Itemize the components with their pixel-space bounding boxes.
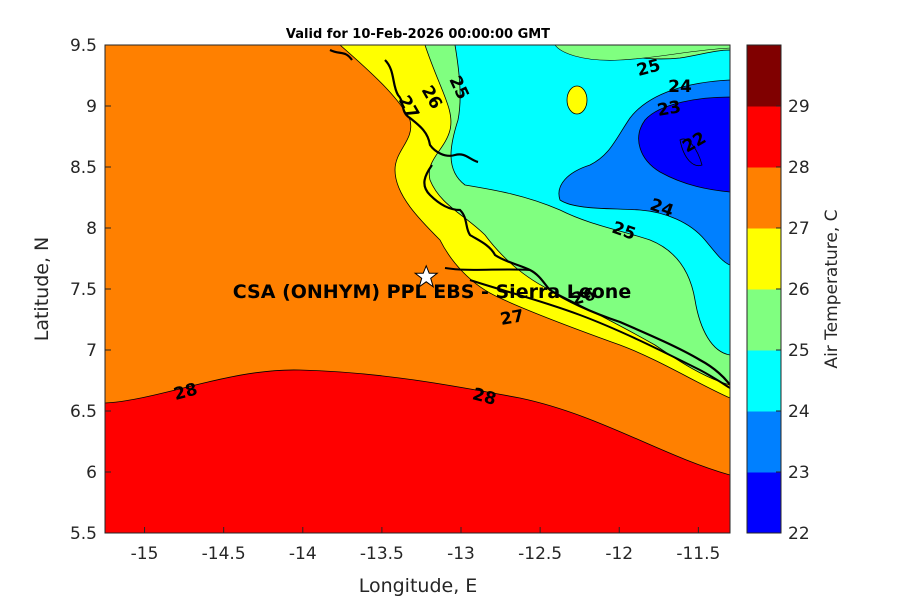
colorbar-swatch <box>747 289 781 351</box>
colorbar-swatch <box>747 228 781 290</box>
x-axis-label: Longitude, E <box>359 575 478 597</box>
y-axis: 5.5 6 6.5 7 7.5 8 8.5 9 9.5 <box>70 36 111 544</box>
y-tick-label: 9 <box>86 97 97 117</box>
band-22-23 <box>638 96 730 193</box>
colorbar-swatch <box>747 45 781 107</box>
colorbar-tick-label: 27 <box>788 219 810 239</box>
colorbar: 22 23 24 25 26 27 28 29 <box>746 44 810 544</box>
colorbar-label: Air Temperature, C <box>822 209 842 368</box>
y-tick-label: 7 <box>86 341 97 361</box>
colorbar-tick-label: 23 <box>788 463 810 483</box>
y-tick-label: 8 <box>86 219 97 239</box>
colorbar-swatch <box>747 411 781 473</box>
contour-label: 27 <box>499 306 526 330</box>
x-tick-label: -12 <box>605 544 633 564</box>
x-axis: -15 -14.5 -14 -13.5 -13 -12.5 -12 -11.5 <box>131 527 720 564</box>
colorbar-tick-label: 26 <box>788 280 810 300</box>
x-tick-label: -13 <box>447 544 475 564</box>
island-26 <box>566 85 588 115</box>
site-label: CSA (ONHYM) PPL EBS - Sierra Leone <box>233 281 631 303</box>
y-tick-label: 8.5 <box>70 158 97 178</box>
contour-fill-layer <box>105 45 730 533</box>
x-tick-label: -14 <box>289 544 317 564</box>
colorbar-tick-label: 28 <box>788 158 810 178</box>
y-tick-label: 5.5 <box>70 524 97 544</box>
x-tick-label: -13.5 <box>360 544 404 564</box>
contour-label: 24 <box>668 77 692 97</box>
colorbar-swatch <box>747 167 781 229</box>
x-tick-label: -11.5 <box>676 544 720 564</box>
x-tick-label: -15 <box>131 544 159 564</box>
y-axis-label: Latitude, N <box>31 237 53 342</box>
coastline-islands <box>444 267 730 389</box>
map-title: Valid for 10-Feb-2026 00:00:00 GMT <box>286 27 550 42</box>
colorbar-swatch <box>747 350 781 412</box>
y-tick-label: 9.5 <box>70 36 97 56</box>
star-icon <box>413 264 439 289</box>
colorbar-tick-label: 25 <box>788 341 810 361</box>
x-tick-label: -12.5 <box>518 544 562 564</box>
colorbar-tick-label: 24 <box>788 402 810 422</box>
band-28-29 <box>105 369 730 533</box>
colorbar-swatch <box>747 106 781 168</box>
y-tick-label: 6 <box>86 463 97 483</box>
coastline <box>329 48 730 386</box>
colorbar-tick-label: 29 <box>788 97 810 117</box>
y-tick-label: 6.5 <box>70 402 97 422</box>
y-tick-label: 7.5 <box>70 280 97 300</box>
x-tick-label: -14.5 <box>202 544 246 564</box>
band-25-north <box>554 45 730 61</box>
colorbar-swatch <box>747 472 781 534</box>
contour-label: 23 <box>656 97 683 121</box>
colorbar-tick-label: 22 <box>788 524 810 544</box>
contour-22-ring <box>679 138 703 167</box>
